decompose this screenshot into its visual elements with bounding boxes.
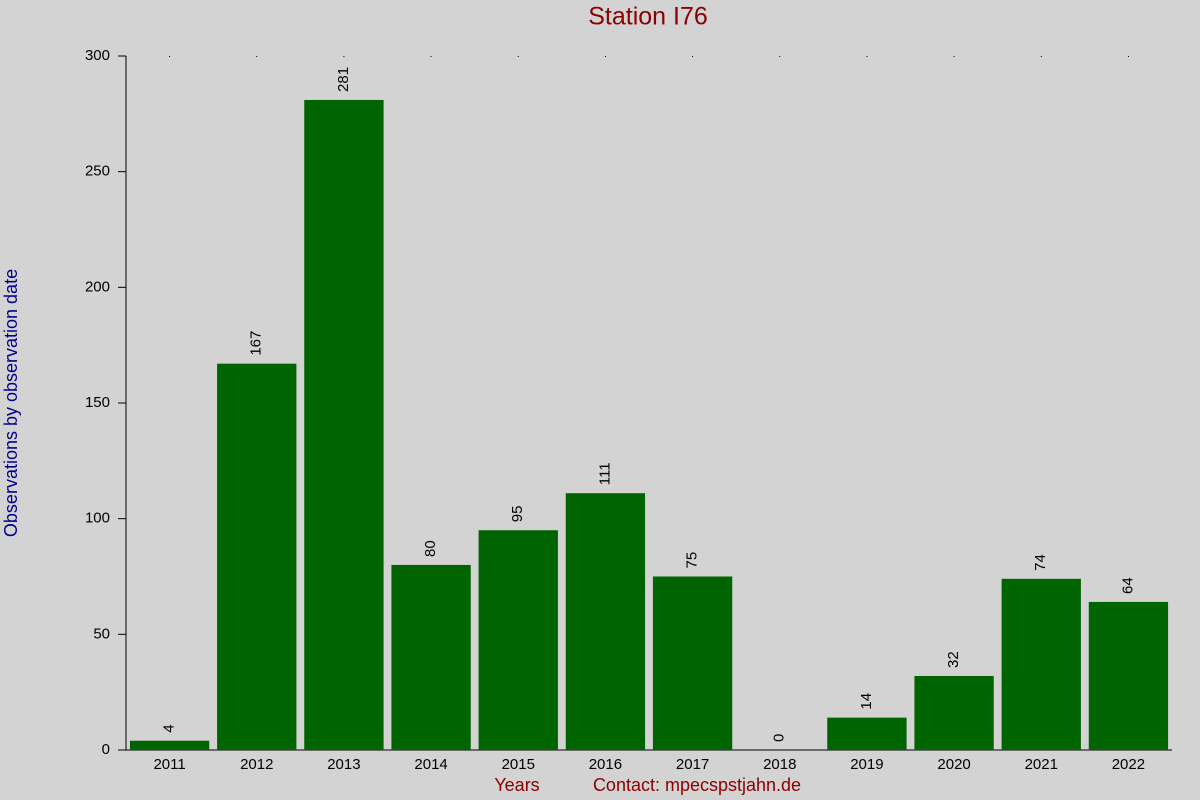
x-tick-label: 2020 xyxy=(937,756,970,773)
y-axis-label: Observations by observation date xyxy=(1,269,21,537)
bar xyxy=(914,675,994,750)
x-tick-label: 2022 xyxy=(1112,756,1145,773)
x-tick-label: 2015 xyxy=(502,756,535,773)
y-tick-label: 100 xyxy=(85,510,110,527)
bar xyxy=(1001,578,1081,750)
x-axis-label: Years xyxy=(494,775,539,795)
bar xyxy=(304,99,384,751)
bar xyxy=(478,530,558,750)
value-label: 167 xyxy=(248,331,265,356)
value-label: 95 xyxy=(509,506,526,523)
value-label: 64 xyxy=(1119,577,1136,594)
value-label: 74 xyxy=(1032,554,1049,571)
bar xyxy=(391,564,471,750)
chart-title: Station I76 xyxy=(588,3,708,31)
bar xyxy=(565,493,646,750)
value-label: 111 xyxy=(596,462,613,485)
x-tick-label: 2018 xyxy=(763,756,796,773)
y-tick-label: 300 xyxy=(85,47,110,64)
y-tick-label: 200 xyxy=(85,278,110,295)
y-tick-label: 150 xyxy=(85,394,110,411)
x-tick-label: 2016 xyxy=(589,756,622,773)
y-tick-label: 50 xyxy=(93,625,110,642)
annotation: Contact: mpecspstjahn.de xyxy=(593,775,801,795)
value-label: 14 xyxy=(858,693,875,710)
x-tick-label: 2021 xyxy=(1025,756,1058,773)
x-tick-label: 2013 xyxy=(327,756,360,773)
value-label: 0 xyxy=(771,734,788,742)
value-label: 80 xyxy=(422,540,439,557)
value-label: 75 xyxy=(684,552,701,569)
x-tick-label: 2012 xyxy=(240,756,273,773)
bar xyxy=(217,363,297,750)
x-tick-label: 2011 xyxy=(153,756,185,773)
x-tick-label: 2014 xyxy=(414,756,447,773)
x-tick-label: 2017 xyxy=(676,756,709,773)
value-label: 4 xyxy=(161,724,178,732)
bar xyxy=(129,740,210,750)
value-label: 32 xyxy=(945,651,962,668)
x-tick-label: 2019 xyxy=(850,756,883,773)
value-label: 281 xyxy=(335,67,352,92)
y-tick-label: 0 xyxy=(102,741,110,758)
bar xyxy=(827,717,907,750)
bar xyxy=(652,576,733,750)
y-tick-label: 250 xyxy=(85,163,110,180)
bar xyxy=(1088,601,1169,750)
